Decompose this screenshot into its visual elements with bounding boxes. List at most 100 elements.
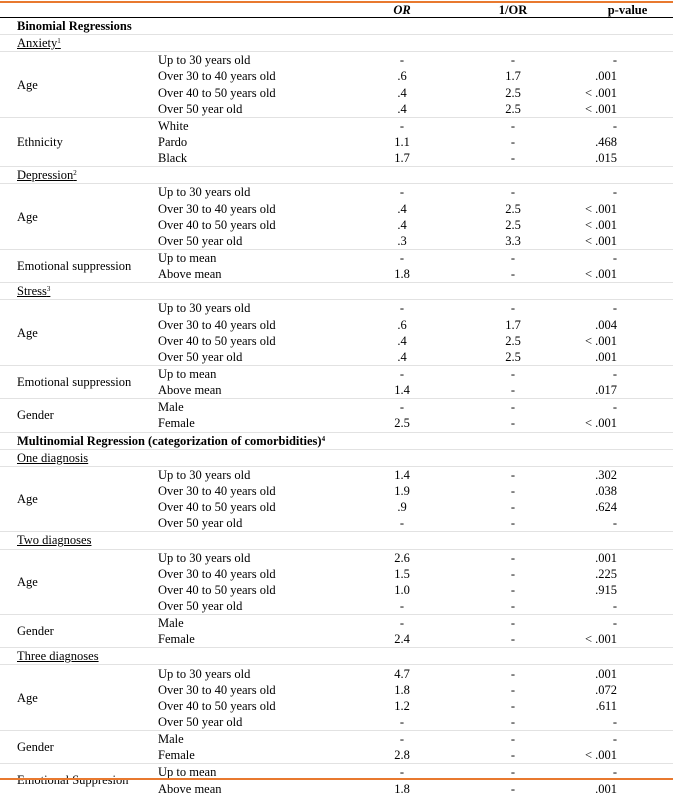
inverse-odds-ratio: - bbox=[510, 151, 516, 166]
level: Above mean bbox=[158, 267, 222, 282]
outcome-title: Depression2 bbox=[0, 166, 673, 184]
level: Above mean bbox=[158, 383, 222, 398]
data-row: Age Up to 30 years old - - - bbox=[0, 183, 673, 250]
inverse-odds-ratio: 2.5 bbox=[505, 217, 521, 232]
odds-ratio: .4 bbox=[397, 349, 407, 364]
outcome-title: Two diagnoses bbox=[0, 531, 673, 549]
top-rule bbox=[0, 1, 673, 3]
p-value: - bbox=[582, 51, 673, 69]
p-value: .004 bbox=[595, 317, 617, 332]
inverse-odds-ratio: - bbox=[510, 698, 516, 713]
level: Over 50 year old bbox=[158, 714, 243, 729]
section-title: Multinomial Regression (categorization o… bbox=[0, 431, 673, 450]
variable-label: Ethnicity bbox=[0, 116, 158, 167]
p-value: - bbox=[582, 364, 673, 383]
odds-ratio: 1.1 bbox=[394, 135, 410, 150]
outcome-title-text: Stress bbox=[17, 284, 47, 299]
level: Over 30 to 40 years old bbox=[158, 484, 276, 498]
p-value: - bbox=[582, 398, 673, 416]
odds-ratio: .4 bbox=[397, 101, 407, 116]
level: Over 40 to 50 years old bbox=[158, 500, 276, 515]
section-title-row: Multinomial Regression (categorization o… bbox=[0, 431, 673, 450]
p-value: < .001 bbox=[584, 85, 617, 100]
inverse-odds-ratio: - bbox=[444, 364, 582, 383]
data-row: Over 40 to 50 years old .9 - .624 bbox=[0, 499, 673, 515]
bottom-rule bbox=[0, 778, 673, 780]
inverse-odds-ratio: - bbox=[510, 484, 516, 498]
inverse-odds-ratio: - bbox=[510, 781, 516, 796]
inverse-odds-ratio: - bbox=[444, 51, 582, 69]
variable-label: Emotional suppression bbox=[0, 364, 158, 399]
footnote-mark: 2 bbox=[73, 169, 77, 178]
inverse-odds-ratio: - bbox=[444, 763, 582, 781]
p-value: < .001 bbox=[584, 217, 617, 232]
variable-label: Emotional suppression bbox=[0, 248, 158, 283]
outcome-title-row: One diagnosis bbox=[0, 448, 673, 467]
inverse-odds-ratio: 2.5 bbox=[505, 85, 521, 100]
footnote-mark: 4 bbox=[321, 434, 326, 443]
p-value: .072 bbox=[595, 682, 617, 697]
odds-ratio: .4 bbox=[397, 85, 407, 100]
odds-ratio: .9 bbox=[397, 500, 407, 515]
p-value: - bbox=[582, 116, 673, 134]
p-value: < .001 bbox=[584, 748, 617, 763]
p-value: < .001 bbox=[584, 201, 617, 216]
inverse-odds-ratio: - bbox=[444, 730, 582, 748]
variable-label: Age bbox=[0, 664, 158, 731]
inverse-odds-ratio: - bbox=[510, 500, 516, 515]
data-row: Over 30 to 40 years old .4 2.5 < .001 bbox=[0, 201, 673, 217]
p-value: - bbox=[582, 763, 673, 781]
level: Female bbox=[158, 416, 195, 431]
p-value: < .001 bbox=[584, 267, 617, 282]
inverse-odds-ratio: 2.5 bbox=[505, 349, 521, 364]
data-row: Age Up to 30 years old - - - bbox=[0, 299, 673, 366]
variable-label: Emotional Suppresion bbox=[0, 763, 158, 797]
p-value: .015 bbox=[595, 151, 617, 166]
odds-ratio: - bbox=[360, 614, 444, 632]
outcome-title-text: Anxiety bbox=[17, 36, 58, 51]
level: Pardo bbox=[158, 135, 188, 150]
p-value: .017 bbox=[595, 383, 617, 398]
inverse-odds-ratio: - bbox=[510, 566, 516, 581]
p-value: < .001 bbox=[584, 632, 617, 647]
section-title-text: Binomial Regressions bbox=[17, 19, 132, 34]
header-row: OR 1/OR p-value bbox=[0, 3, 673, 18]
variable-label: Age bbox=[0, 299, 158, 366]
inverse-odds-ratio: 1.7 bbox=[505, 69, 521, 84]
section-title-row: Binomial Regressions bbox=[0, 16, 673, 35]
data-row: Gender Male - - - bbox=[0, 614, 673, 648]
level: Up to mean bbox=[158, 248, 360, 267]
odds-ratio: .4 bbox=[397, 217, 407, 232]
odds-ratio: - bbox=[399, 598, 405, 613]
odds-ratio: 2.5 bbox=[394, 416, 410, 431]
data-row: Pardo 1.1 - .468 bbox=[0, 134, 673, 150]
data-row: Over 30 to 40 years old 1.5 - .225 bbox=[0, 566, 673, 582]
inverse-odds-ratio: 2.5 bbox=[505, 333, 521, 348]
level: Up to 30 years old bbox=[158, 548, 360, 566]
inverse-odds-ratio: - bbox=[510, 267, 516, 282]
p-value: .624 bbox=[595, 500, 617, 515]
odds-ratio: - bbox=[399, 714, 405, 729]
p-value: .611 bbox=[595, 698, 617, 713]
odds-ratio: 1.8 bbox=[394, 267, 410, 282]
odds-ratio: 1.8 bbox=[394, 682, 410, 697]
inverse-odds-ratio: - bbox=[444, 116, 582, 134]
data-row: Emotional suppression Up to mean - - - bbox=[0, 364, 673, 399]
level: Up to 30 years old bbox=[158, 51, 360, 69]
odds-ratio: 1.2 bbox=[394, 698, 410, 713]
p-value: .915 bbox=[595, 582, 617, 597]
level: Over 30 to 40 years old bbox=[158, 201, 276, 216]
odds-ratio: .4 bbox=[397, 201, 407, 216]
inverse-odds-ratio: - bbox=[444, 248, 582, 267]
data-row: Age Up to 30 years old 1.4- .302 bbox=[0, 465, 673, 532]
data-row: Over 50 year old - - - bbox=[0, 515, 673, 532]
variable-label: Gender bbox=[0, 398, 158, 433]
p-value: - bbox=[582, 183, 673, 201]
data-row: Emotional suppression Up to mean - - - bbox=[0, 248, 673, 283]
data-row: Over 50 year old .3 3.3 < .001 bbox=[0, 233, 673, 250]
data-row: Over 30 to 40 years old 1.8 - .072 bbox=[0, 682, 673, 698]
level: Over 30 to 40 years old bbox=[158, 317, 276, 332]
outcome-title-row: Stress3 bbox=[0, 282, 673, 300]
outcome-title-row: Anxiety1 bbox=[0, 34, 673, 52]
